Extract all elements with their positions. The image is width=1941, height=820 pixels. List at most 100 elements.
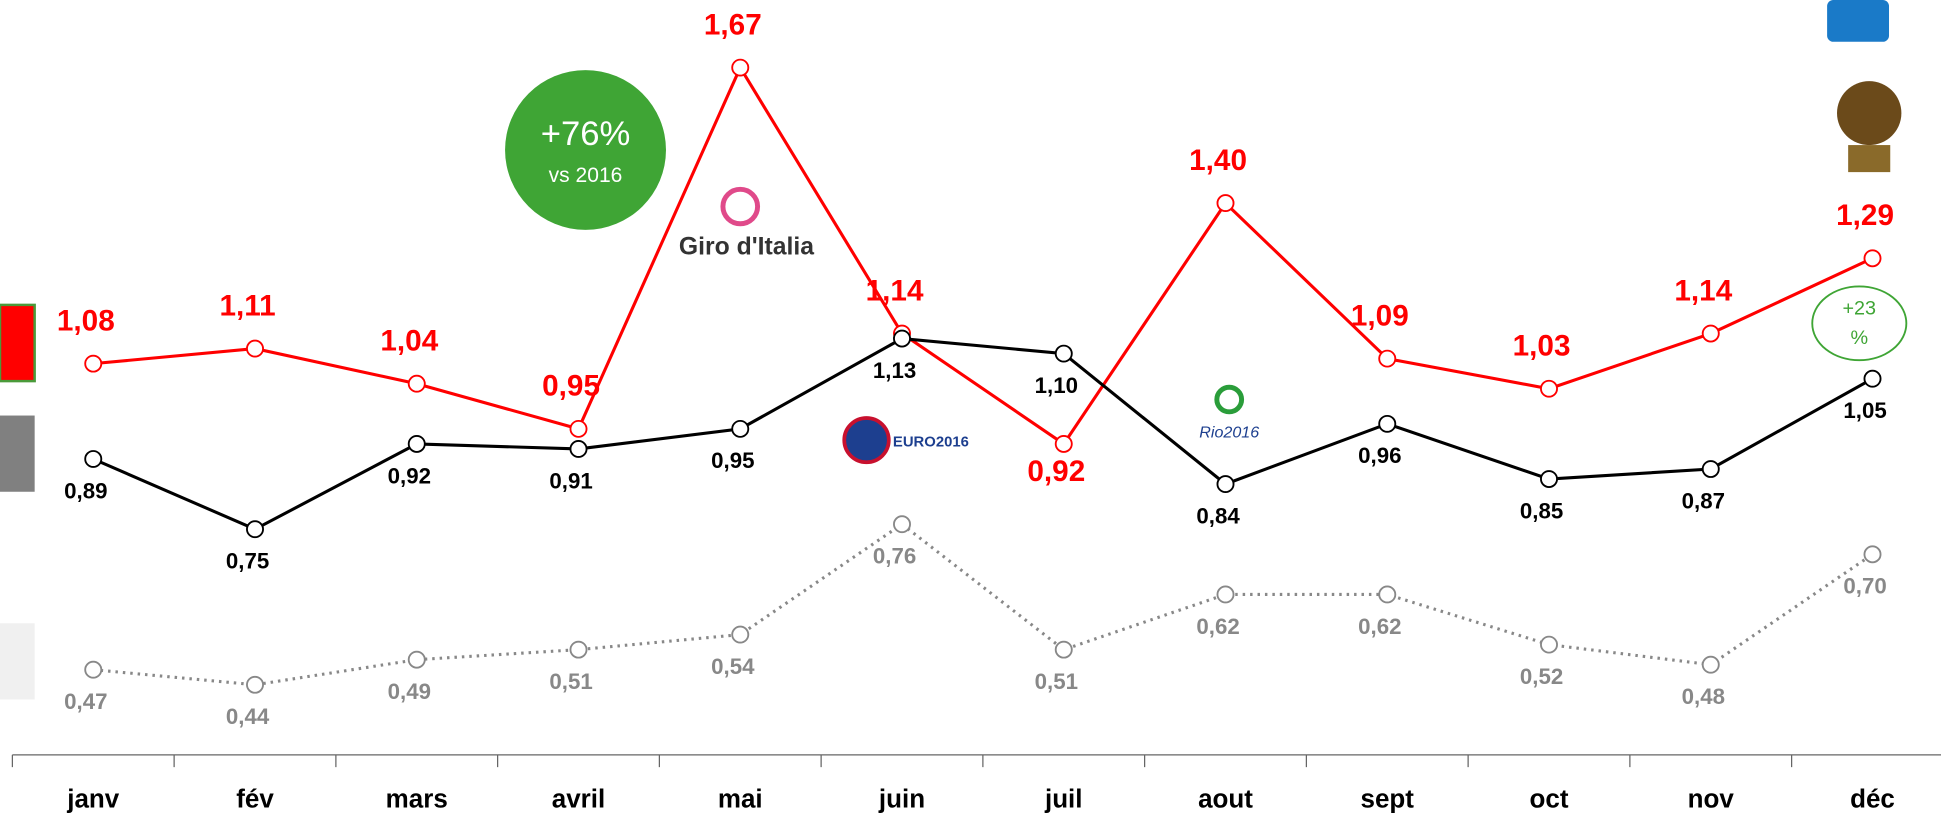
data-point bbox=[1054, 344, 1073, 363]
data-point bbox=[1540, 470, 1558, 488]
x-tick-label: juin bbox=[878, 786, 925, 814]
data-point bbox=[1863, 369, 1882, 388]
legend-swatch bbox=[0, 415, 35, 492]
data-label: 0,92 bbox=[1027, 455, 1085, 488]
data-point bbox=[1701, 655, 1720, 674]
x-tick-label: avril bbox=[552, 786, 605, 814]
data-point bbox=[407, 435, 426, 453]
data-point bbox=[246, 675, 264, 694]
data-point bbox=[569, 419, 588, 438]
badge bbox=[505, 70, 666, 230]
data-point bbox=[1378, 349, 1397, 368]
x-tick-label: mai bbox=[718, 786, 763, 814]
data-label: 1,08 bbox=[57, 305, 115, 338]
data-label: 1,10 bbox=[1035, 373, 1078, 398]
data-point bbox=[407, 374, 426, 393]
logo-text: Giro d'Italia bbox=[679, 234, 814, 261]
data-label: 0,89 bbox=[64, 478, 107, 503]
x-tick-label: juil bbox=[1044, 786, 1083, 814]
badge bbox=[1811, 285, 1908, 362]
data-label: 0,75 bbox=[226, 549, 269, 574]
data-point bbox=[1863, 545, 1882, 564]
logo-icon bbox=[1837, 81, 1902, 146]
data-label: 0,91 bbox=[549, 468, 592, 493]
data-label: 0,52 bbox=[1520, 664, 1563, 689]
data-label: 1,67 bbox=[704, 9, 762, 42]
data-point bbox=[1378, 585, 1397, 604]
data-label: 0,95 bbox=[542, 370, 600, 403]
logo-text: Rio2016 bbox=[1199, 424, 1259, 442]
series-line bbox=[92, 336, 1874, 531]
x-tick-label: nov bbox=[1688, 786, 1735, 814]
data-point bbox=[84, 660, 103, 679]
series-line bbox=[93, 522, 1874, 687]
data-label: 0,44 bbox=[226, 704, 270, 729]
data-label: 0,76 bbox=[873, 544, 916, 569]
logo-icon bbox=[1214, 384, 1245, 415]
data-point bbox=[84, 450, 103, 468]
data-point bbox=[1216, 194, 1235, 213]
data-label: 0,54 bbox=[711, 654, 755, 679]
logo-text: EURO2016 bbox=[893, 434, 969, 450]
data-point bbox=[893, 329, 911, 348]
data-label: 0,84 bbox=[1196, 503, 1240, 528]
data-label: 1,04 bbox=[380, 325, 438, 358]
series-line bbox=[93, 64, 1874, 447]
data-label: 1,14 bbox=[866, 274, 924, 307]
data-point bbox=[246, 339, 264, 358]
data-label: 0,87 bbox=[1682, 488, 1725, 513]
data-point bbox=[1378, 414, 1397, 433]
data-label: 0,62 bbox=[1196, 614, 1239, 639]
data-label: 1,13 bbox=[873, 358, 916, 383]
badge-subtext: vs 2016 bbox=[549, 164, 623, 187]
data-label: 1,05 bbox=[1843, 398, 1886, 423]
legend-swatch bbox=[0, 623, 35, 700]
logo-icon bbox=[1848, 145, 1891, 173]
data-point bbox=[569, 640, 588, 659]
data-label: 0,49 bbox=[388, 679, 431, 704]
data-point bbox=[1540, 635, 1558, 654]
logo-icon bbox=[842, 416, 891, 465]
data-point bbox=[731, 625, 750, 644]
data-label: 1,11 bbox=[219, 289, 275, 322]
x-tick-label: sept bbox=[1361, 786, 1415, 814]
data-label: 1,14 bbox=[1674, 274, 1732, 307]
badge-text: +23 bbox=[1843, 298, 1877, 320]
x-tick-label: déc bbox=[1850, 786, 1895, 814]
data-point bbox=[84, 354, 103, 373]
logo-icon bbox=[720, 186, 761, 227]
data-label: 1,40 bbox=[1189, 144, 1247, 177]
data-label: 0,51 bbox=[1035, 669, 1078, 694]
data-point bbox=[1216, 585, 1235, 604]
data-point bbox=[1054, 435, 1073, 453]
data-point bbox=[1701, 460, 1720, 478]
data-point bbox=[731, 419, 750, 438]
x-tick-label: fév bbox=[236, 786, 274, 814]
logo-icon bbox=[1827, 0, 1890, 42]
data-label: 1,03 bbox=[1513, 330, 1571, 363]
data-point bbox=[407, 650, 426, 669]
x-tick-label: oct bbox=[1530, 786, 1569, 814]
data-label: 0,70 bbox=[1843, 574, 1886, 599]
data-label: 0,92 bbox=[388, 463, 431, 488]
x-tick-label: mars bbox=[386, 786, 448, 814]
data-label: 0,62 bbox=[1358, 614, 1401, 639]
data-point bbox=[1701, 324, 1720, 343]
data-label: 0,51 bbox=[549, 669, 592, 694]
data-point bbox=[893, 515, 911, 534]
data-label: 1,29 bbox=[1836, 199, 1894, 232]
data-point bbox=[1863, 249, 1882, 268]
data-label: 0,95 bbox=[711, 448, 754, 473]
data-label: 0,47 bbox=[64, 689, 107, 714]
data-point bbox=[1216, 475, 1235, 493]
data-point bbox=[1054, 640, 1073, 659]
data-point bbox=[1540, 379, 1558, 398]
badge-text: % bbox=[1850, 327, 1868, 349]
data-label: 0,96 bbox=[1358, 443, 1401, 468]
badge-text: +76% bbox=[541, 115, 631, 153]
x-tick-label: janv bbox=[66, 786, 120, 814]
legend-swatch bbox=[0, 303, 36, 383]
data-label: 1,09 bbox=[1351, 300, 1409, 333]
data-label: 0,85 bbox=[1520, 498, 1563, 523]
